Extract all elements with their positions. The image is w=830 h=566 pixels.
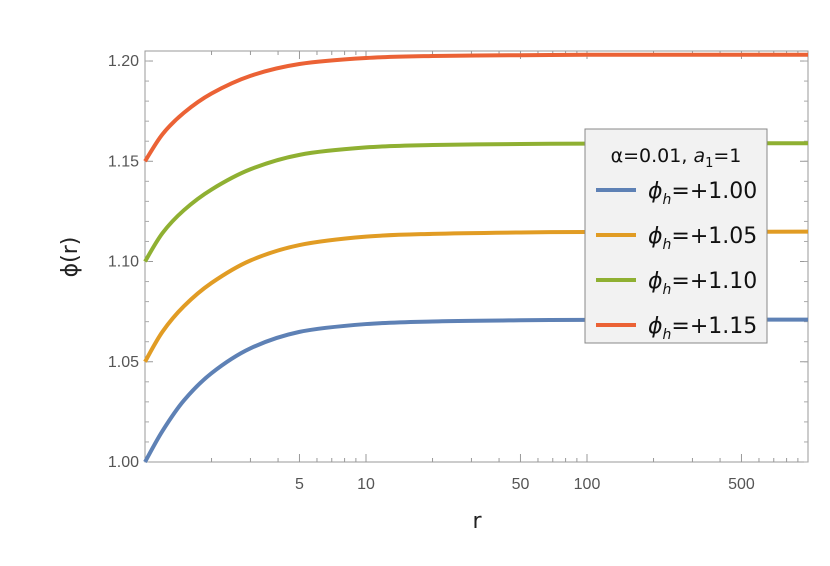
legend-value-1: =+1.05	[671, 224, 757, 249]
legend-title-var: a	[693, 145, 705, 167]
legend-value-3: =+1.15	[671, 314, 757, 339]
x-axis-ticks: 5 10 50 100 500	[211, 51, 799, 493]
y-tick-label-1: 1.05	[108, 354, 139, 371]
legend-subscript-1: h	[663, 237, 672, 253]
legend-subscript-2: h	[663, 282, 672, 298]
legend-symbol-0: ϕ	[648, 179, 663, 204]
legend-label-3: ϕh=+1.15	[648, 314, 757, 343]
y-tick-label-2: 1.10	[108, 254, 139, 271]
legend-subscript-0: h	[663, 192, 672, 208]
x-tick-label-0: 5	[295, 476, 304, 493]
plot-frame	[144, 50, 809, 463]
legend-symbol-1: ϕ	[648, 224, 663, 249]
x-axis-label: r	[472, 509, 482, 534]
legend-title-sub: 1	[705, 156, 713, 171]
y-tick-label-0: 1.00	[108, 454, 139, 471]
legend-value-2: =+1.10	[671, 269, 757, 294]
legend-symbol-2: ϕ	[648, 269, 663, 294]
legend-label-1: ϕh=+1.05	[648, 224, 757, 253]
legend-subscript-3: h	[663, 327, 672, 343]
legend-value-0: =+1.00	[671, 179, 757, 204]
x-tick-label-2: 50	[512, 476, 530, 493]
y-tick-label-4: 1.20	[108, 53, 139, 70]
series-line-3	[143, 52, 808, 163]
y-axis-label: ϕ(r)	[58, 237, 83, 278]
legend-title-prefix: α=0.01,	[611, 145, 694, 167]
x-tick-label-4: 500	[728, 476, 755, 493]
legend-symbol-3: ϕ	[648, 314, 663, 339]
legend-title-suffix: =1	[713, 145, 741, 167]
legend-title: α=0.01, a1=1	[611, 145, 742, 171]
y-tick-label-3: 1.15	[108, 153, 139, 170]
x-tick-label-1: 10	[357, 476, 375, 493]
legend: α=0.01, a1=1 ϕh=+1.00ϕh=+1.05ϕh=+1.10ϕh=…	[584, 128, 768, 344]
legend-label-2: ϕh=+1.10	[648, 269, 757, 298]
legend-label-0: ϕh=+1.00	[648, 179, 757, 208]
x-tick-label-3: 100	[574, 476, 601, 493]
